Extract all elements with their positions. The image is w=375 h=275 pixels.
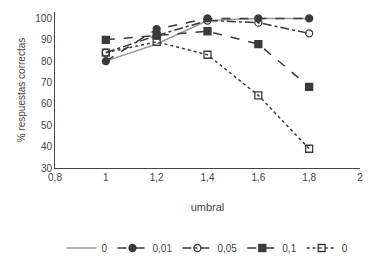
svg-text:1,4: 1,4 <box>201 172 215 183</box>
svg-text:% respuestas correctas: % respuestas correctas <box>16 38 27 143</box>
svg-text:umbral: umbral <box>191 201 225 213</box>
svg-text:1,2: 1,2 <box>150 172 164 183</box>
svg-text:0,01: 0,01 <box>153 243 173 254</box>
svg-text:1,6: 1,6 <box>251 172 265 183</box>
svg-text:90: 90 <box>41 34 53 45</box>
svg-text:1: 1 <box>103 172 109 183</box>
svg-text:0: 0 <box>342 243 348 254</box>
svg-text:1,8: 1,8 <box>302 172 316 183</box>
svg-text:100: 100 <box>35 13 52 24</box>
svg-text:0,1: 0,1 <box>282 243 296 254</box>
svg-text:60: 60 <box>41 98 53 109</box>
svg-text:0,8: 0,8 <box>48 172 62 183</box>
svg-text:50: 50 <box>41 120 53 131</box>
svg-text:30: 30 <box>41 163 53 174</box>
svg-text:0,05: 0,05 <box>217 243 237 254</box>
svg-text:40: 40 <box>41 141 53 152</box>
svg-text:80: 80 <box>41 56 53 67</box>
svg-text:2: 2 <box>357 172 363 183</box>
svg-text:0: 0 <box>102 243 108 254</box>
svg-text:70: 70 <box>41 77 53 88</box>
